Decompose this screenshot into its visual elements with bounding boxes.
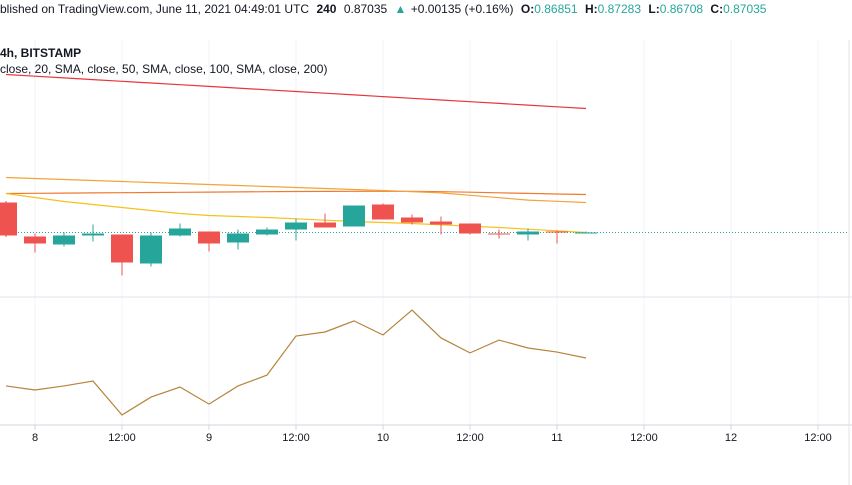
candle-body xyxy=(401,217,423,223)
candle-body xyxy=(169,228,191,236)
candle-body xyxy=(488,233,510,235)
x-tick-label: 12:00 xyxy=(630,432,658,444)
candle-body xyxy=(459,223,481,234)
high-label: H: xyxy=(585,2,598,16)
interval: 240 xyxy=(316,2,336,16)
low: 0.86708 xyxy=(660,2,704,16)
x-tick-label: 12:00 xyxy=(282,432,310,444)
candle-body xyxy=(82,233,104,236)
open: 0.86851 xyxy=(534,2,578,16)
candle-body xyxy=(314,222,336,228)
candle-body xyxy=(517,231,539,235)
x-tick-label: 12:00 xyxy=(456,432,484,444)
candle-body xyxy=(285,222,307,230)
candle-body xyxy=(575,232,597,234)
candle-body xyxy=(430,221,452,225)
sma-line xyxy=(5,73,587,110)
x-tick-label: 11 xyxy=(551,432,562,444)
low-label: L: xyxy=(648,2,659,16)
sma-line xyxy=(5,190,587,196)
last: 0.87035 xyxy=(344,2,388,16)
high: 0.87283 xyxy=(598,2,642,16)
sma-line xyxy=(5,309,587,416)
candle-body xyxy=(0,202,17,236)
candle-body xyxy=(227,233,249,243)
candle-body xyxy=(372,204,394,220)
chart-header: blished on TradingView.com, June 11, 202… xyxy=(0,2,767,16)
candle-body xyxy=(198,231,220,244)
candle-body xyxy=(53,235,75,245)
candle-body xyxy=(140,235,162,264)
x-tick-label: 12:00 xyxy=(804,432,832,444)
x-tick-label: 12 xyxy=(725,432,737,444)
candle-body xyxy=(256,229,278,235)
close-label: C: xyxy=(710,2,723,16)
source: blished on TradingView.com, June 11, 202… xyxy=(0,2,309,16)
candle-body xyxy=(111,234,133,263)
sma-line xyxy=(5,176,587,204)
candle-body xyxy=(343,205,365,227)
candle-body xyxy=(546,231,568,233)
x-tick-label: 10 xyxy=(377,432,389,444)
indicators: close, 20, SMA, close, 50, SMA, close, 1… xyxy=(0,62,327,76)
open-label: O: xyxy=(521,2,534,16)
close: 0.87035 xyxy=(723,2,767,16)
x-tick-label: 12:00 xyxy=(108,432,136,444)
x-tick-label: 9 xyxy=(206,432,212,444)
symbol: 4h, BITSTAMP xyxy=(0,46,81,60)
up-arrow: ▲ xyxy=(395,2,407,16)
candle-body xyxy=(24,236,46,244)
x-tick-label: 8 xyxy=(32,432,38,444)
change: +0.00135 (+0.16%) xyxy=(411,2,514,16)
